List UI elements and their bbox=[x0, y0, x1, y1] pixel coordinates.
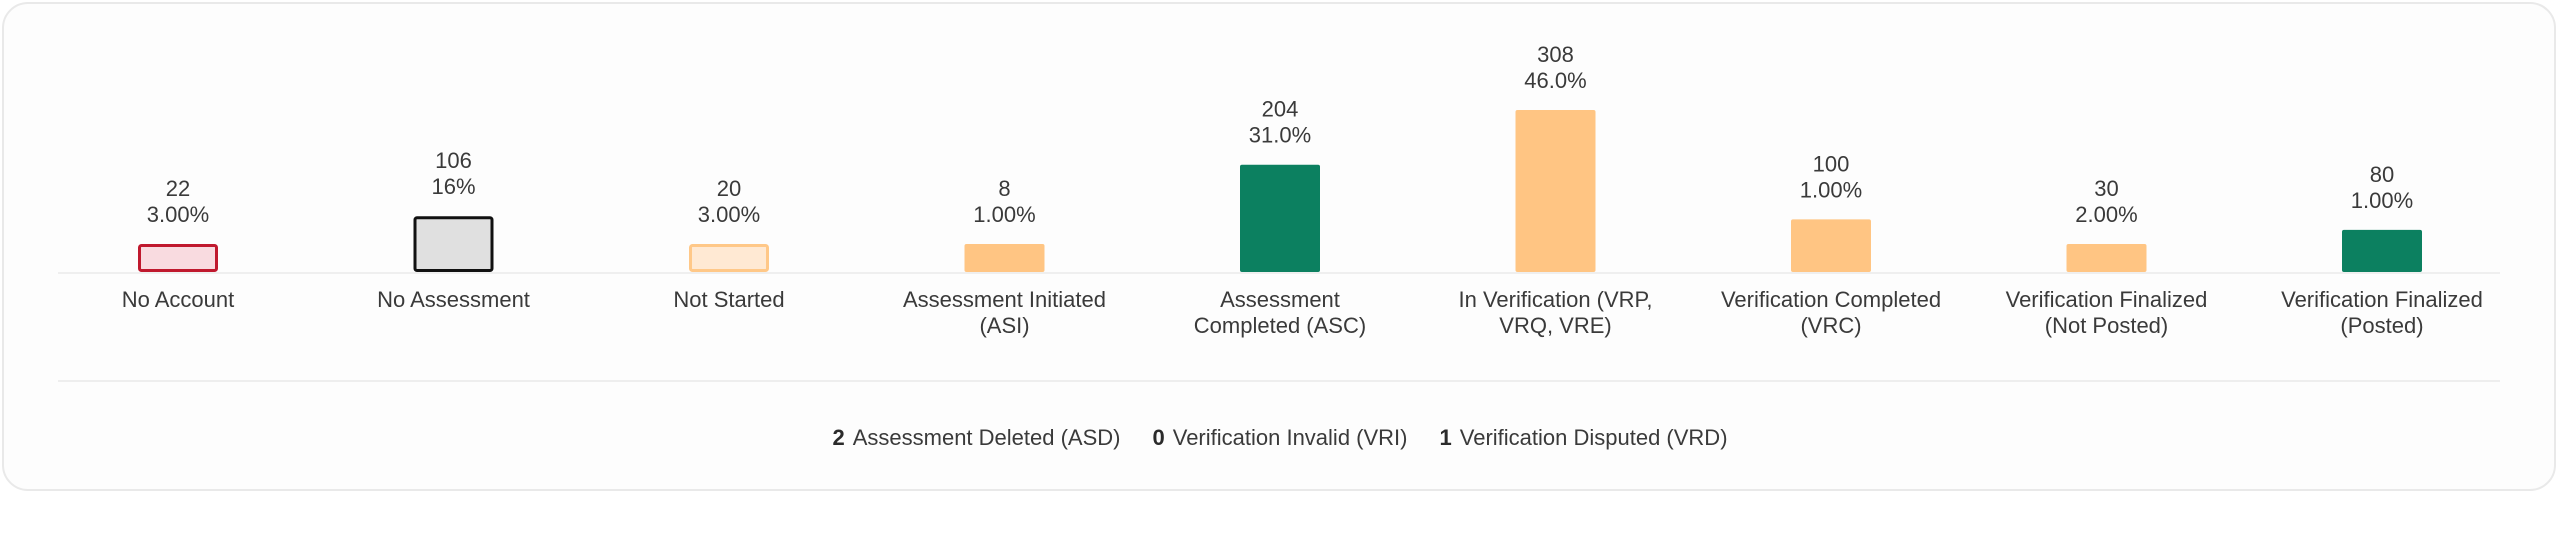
bar[interactable] bbox=[138, 244, 218, 272]
category-label: Verification Finalized bbox=[2281, 287, 2483, 312]
category-label: No Account bbox=[122, 287, 235, 312]
footer-count: 0 bbox=[1152, 425, 1165, 450]
bar[interactable] bbox=[964, 244, 1045, 272]
bar-percent-label: 1.00% bbox=[2351, 188, 2413, 213]
bar-value-label: 30 bbox=[2094, 176, 2118, 201]
category-label: Assessment bbox=[1220, 287, 1340, 312]
category-label: In Verification (VRP, bbox=[1458, 287, 1652, 312]
category-label: (ASI) bbox=[979, 313, 1029, 338]
footer-label: Assessment Deleted (ASD) bbox=[852, 425, 1121, 450]
bar[interactable] bbox=[1791, 219, 1871, 272]
category-label: VRQ, VRE) bbox=[1499, 313, 1611, 338]
category-label: No Assessment bbox=[377, 287, 530, 312]
bar-value-label: 20 bbox=[717, 176, 741, 201]
footer-label: Verification Disputed (VRD) bbox=[1459, 425, 1728, 450]
category-label: Verification Finalized bbox=[2006, 287, 2208, 312]
bar-value-label: 204 bbox=[1262, 97, 1299, 122]
footer-summary: 2 Assessment Deleted (ASD) 0 Verificatio… bbox=[0, 418, 2560, 458]
category-label: (VRC) bbox=[1800, 313, 1861, 338]
bar-percent-label: 31.0% bbox=[1249, 123, 1311, 148]
bar[interactable] bbox=[1515, 110, 1596, 272]
bar-percent-label: 46.0% bbox=[1524, 68, 1586, 93]
bar[interactable] bbox=[1240, 164, 1320, 272]
bar-percent-label: 3.00% bbox=[147, 202, 209, 227]
footer-item-asd: 2 Assessment Deleted (ASD) bbox=[832, 425, 1120, 451]
footer-item-vri: 0 Verification Invalid (VRI) bbox=[1152, 425, 1407, 451]
footer-count: 1 bbox=[1439, 425, 1452, 450]
bar-group[interactable]: 223.00% No Account bbox=[122, 176, 235, 312]
bar-percent-label: 2.00% bbox=[2075, 202, 2137, 227]
category-label: Completed (ASC) bbox=[1194, 313, 1366, 338]
bar[interactable] bbox=[2342, 229, 2422, 272]
bar-group[interactable]: 302.00% Verification Finalized(Not Posted… bbox=[2006, 176, 2208, 338]
bar-value-label: 22 bbox=[166, 176, 190, 201]
bar-percent-label: 1.00% bbox=[973, 202, 1035, 227]
bar-percent-label: 16% bbox=[431, 174, 475, 199]
category-label: Not Started bbox=[673, 287, 784, 312]
bar-percent-label: 1.00% bbox=[1800, 177, 1862, 202]
category-label: (Not Posted) bbox=[2045, 313, 2169, 338]
footer-count: 2 bbox=[832, 425, 845, 450]
bar-value-label: 8 bbox=[998, 176, 1010, 201]
bar-value-label: 100 bbox=[1813, 151, 1850, 176]
bar[interactable] bbox=[689, 244, 769, 272]
footer-item-vrd: 1 Verification Disputed (VRD) bbox=[1440, 425, 1728, 451]
bar-group[interactable]: 801.00% Verification Finalized(Posted) bbox=[2281, 162, 2483, 338]
bar-group[interactable]: 203.00% Not Started bbox=[673, 176, 784, 312]
bar-value-label: 106 bbox=[435, 148, 472, 173]
category-label: Assessment Initiated bbox=[903, 287, 1106, 312]
bar[interactable] bbox=[413, 216, 494, 272]
bar[interactable] bbox=[2066, 244, 2147, 272]
bar-value-label: 308 bbox=[1537, 42, 1574, 67]
category-label: (Posted) bbox=[2340, 313, 2423, 338]
bar-percent-label: 3.00% bbox=[698, 202, 760, 227]
bar-group[interactable]: 81.00% Assessment Initiated(ASI) bbox=[903, 176, 1106, 338]
divider bbox=[58, 380, 2500, 382]
footer-label: Verification Invalid (VRI) bbox=[1172, 425, 1408, 450]
category-label: Verification Completed bbox=[1721, 287, 1941, 312]
bar-value-label: 80 bbox=[2370, 162, 2394, 187]
